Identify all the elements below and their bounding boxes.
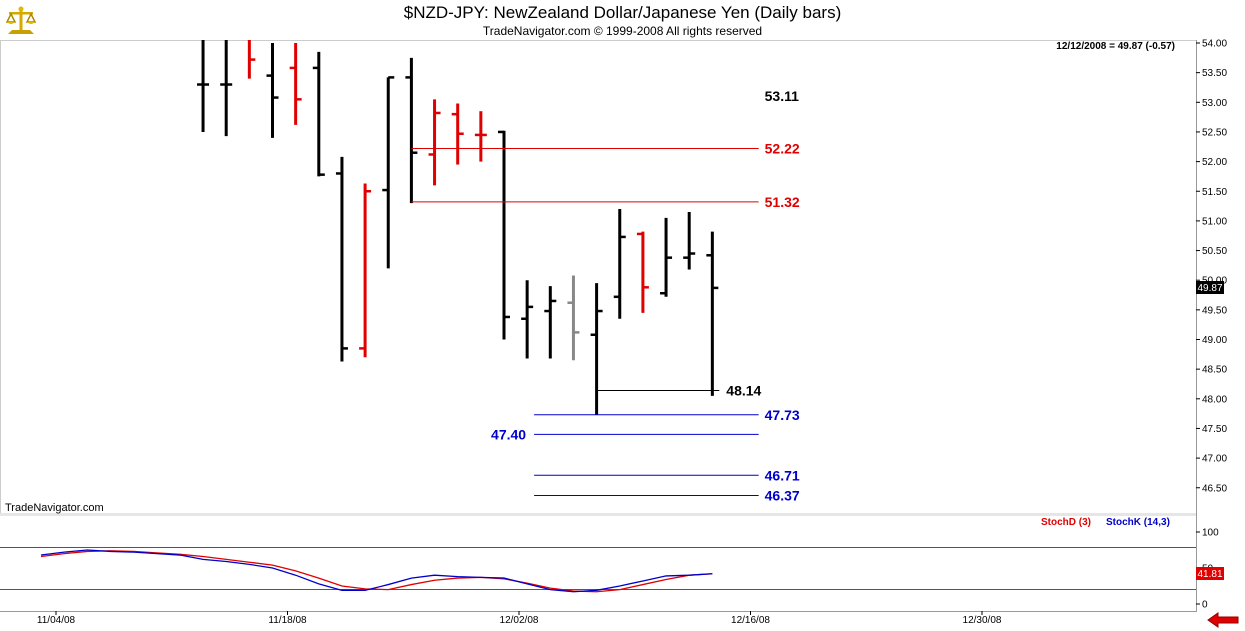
date-tick-label: 12/02/08 (500, 615, 539, 626)
ohlc-bar (590, 283, 603, 415)
watermark-text: TradeNavigator.com (5, 502, 104, 514)
ohlc-bar (405, 57, 418, 204)
legend-stochd: StochD (3) (1041, 517, 1091, 528)
price-tick-label: 49.00 (1202, 335, 1227, 346)
last-price-label: 49.87 (1197, 283, 1222, 294)
level-label: 46.37 (765, 487, 800, 503)
ohlc-bar (289, 43, 302, 125)
ohlc-bar (474, 111, 487, 162)
series-line (40, 549, 713, 593)
ohlc-bar (428, 99, 441, 186)
price-tick-label: 52.00 (1202, 157, 1227, 168)
price-tick-label: 51.00 (1202, 216, 1227, 227)
last-price-marker: 49.87 (1196, 281, 1224, 294)
ohlc-bar (335, 156, 348, 362)
level-label: 53.11 (765, 88, 799, 104)
legend-stochk: StochK (14,3) (1106, 517, 1170, 528)
level-label: 46.71 (765, 467, 800, 483)
ohlc-bar (451, 103, 464, 165)
price-tick-label: 48.00 (1202, 394, 1227, 405)
price-tick-label: 52.50 (1202, 127, 1227, 138)
ohlc-bar (382, 76, 395, 269)
price-bars (197, 40, 719, 415)
ohlc-bar (359, 183, 372, 358)
level-label: 51.32 (765, 194, 800, 210)
ohlc-bar (636, 231, 649, 313)
ohlc-bar (498, 130, 510, 340)
indicator-lines (40, 549, 713, 593)
level-label: 48.14 (726, 382, 761, 398)
ohlc-bar (683, 212, 696, 270)
ohlc-bar (197, 40, 210, 132)
copyright-text: TradeNavigator.com © 1999-2008 All right… (482, 24, 763, 38)
price-tick-label: 46.50 (1202, 483, 1227, 494)
price-tick-label: 49.50 (1202, 305, 1227, 316)
level-label: 52.22 (765, 141, 800, 157)
ohlc-bar (706, 231, 719, 396)
ohlc-bar (312, 51, 325, 177)
indicator-tick-label: 100 (1202, 528, 1219, 539)
chart-title: $NZD-JPY: NewZealand Dollar/Japanese Yen… (403, 3, 842, 22)
ohlc-bar (247, 40, 256, 79)
red-left-arrow-icon[interactable] (1206, 612, 1240, 628)
level-label: 47.73 (765, 407, 800, 423)
indicator-tick-label: 0 (1202, 600, 1208, 611)
info-readout: 12/12/2008 = 49.87 (-0.57) (1056, 41, 1175, 52)
date-tick-label: 12/30/08 (963, 615, 1002, 626)
price-tick-label: 50.50 (1202, 246, 1227, 257)
ohlc-bar (567, 275, 580, 361)
chart-header: $NZD-JPY: NewZealand Dollar/Japanese Yen… (0, 0, 1245, 40)
ohlc-bar (521, 280, 534, 359)
price-pane-border (0, 40, 1197, 514)
price-tick-label: 51.50 (1202, 187, 1227, 198)
price-tick-label: 54.00 (1202, 39, 1227, 50)
price-tick-label: 48.50 (1202, 365, 1227, 376)
ohlc-bar (544, 286, 557, 359)
date-tick-label: 12/16/08 (731, 615, 770, 626)
scale-logo-icon[interactable] (4, 4, 38, 38)
ohlc-bar (613, 209, 626, 319)
date-tick-label: 11/18/08 (268, 615, 307, 626)
ohlc-bar (660, 217, 673, 297)
indicator-last-marker: 41.81 (1196, 567, 1224, 580)
ohlc-bar (220, 40, 233, 137)
price-tick-label: 53.00 (1202, 98, 1227, 109)
price-tick-label: 47.00 (1202, 454, 1227, 465)
date-tick-label: 11/04/08 (37, 615, 76, 626)
indicator-legend: StochD (3) StochK (14,3) (1041, 517, 1170, 528)
ohlc-bar (266, 43, 279, 138)
pane-separator (0, 513, 1196, 516)
price-tick-label: 47.50 (1202, 424, 1227, 435)
price-axis-ticks: 54.00 53.50 53.00 52.50 52.00 51.50 51.00 50.50… (1196, 39, 1227, 494)
indicator-last-label: 41.81 (1197, 569, 1222, 580)
date-axis-ticks: 11/04/08 11/18/08 12/02/08 12/16/08 12/30/08 (37, 611, 1002, 626)
series-line (40, 550, 713, 593)
price-tick-label: 53.50 (1202, 68, 1227, 79)
level-label: 47.40 (491, 426, 526, 442)
